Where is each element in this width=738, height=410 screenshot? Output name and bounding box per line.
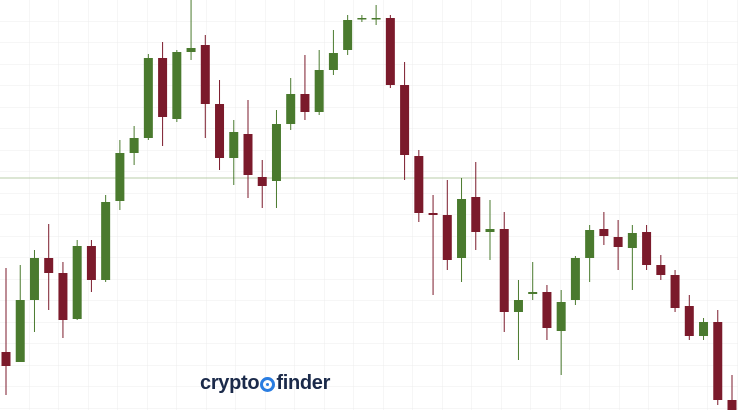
candle-body [143,58,153,138]
candle-body [215,104,225,158]
candle-body [115,153,125,201]
logo: crypto finder [200,372,330,395]
candle-body [101,202,111,280]
candle-body [414,156,424,213]
candle-body [15,300,25,362]
logo-text: crypto [200,372,260,394]
logo-text: finder [276,372,331,394]
candle-body [457,199,467,258]
candle-body [684,306,694,336]
candle-body [513,300,523,312]
candle-body [200,45,210,104]
candle-body [613,237,623,247]
candle-body [158,58,168,117]
candle-body [400,85,410,155]
candle-body [556,302,566,331]
candle-body [585,230,595,258]
candle-body [542,292,552,328]
candle-body [570,258,580,300]
candle-body [656,265,666,275]
candle-body [699,322,709,336]
candle-body [499,229,509,312]
candle-body [44,258,54,273]
candle-body [286,94,296,124]
candle-body [343,20,353,50]
candle-body [72,246,82,319]
candle-body [300,94,310,112]
logo-icon [260,377,276,392]
candle-body [599,229,609,236]
candle-body [314,70,324,112]
candle-body [129,138,139,153]
candle-body [29,258,39,300]
candle-body [271,124,281,181]
candle-body [357,18,367,20]
candle-body [371,18,381,20]
candle-body [642,232,652,265]
candle-body [670,275,680,308]
candle-body [713,322,723,400]
candle-body [428,213,438,215]
candle-body [627,233,637,248]
candle-body [172,52,182,119]
candle-body [86,246,96,280]
candle-body [328,53,338,70]
candle-body [229,132,239,158]
candle-body [58,273,68,320]
candle-body [727,400,737,410]
candle-body [257,177,267,186]
candle-body [485,229,495,232]
candle-body [442,215,452,260]
candle-body [243,134,253,175]
candle-body [1,352,11,366]
candle-body [186,48,196,52]
candle-body [471,197,481,232]
candle-body [528,292,538,294]
candle-body [385,18,395,85]
